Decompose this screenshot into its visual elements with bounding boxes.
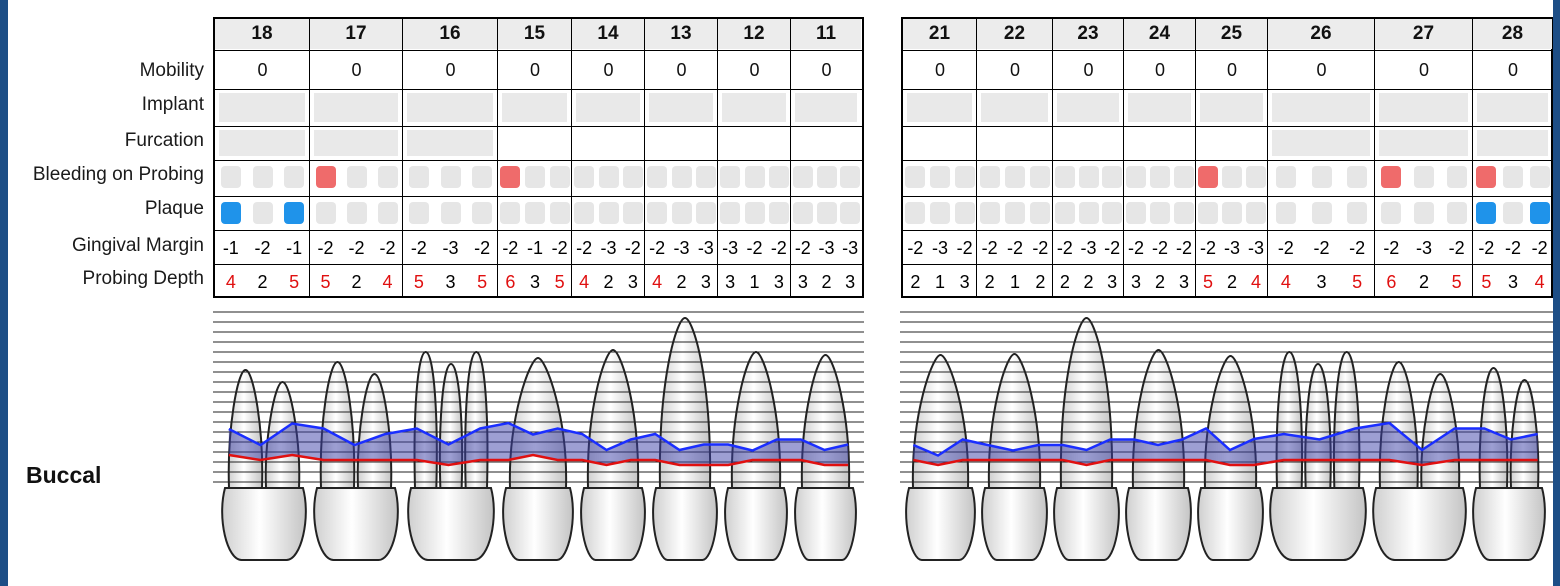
tooth-root bbox=[588, 350, 638, 488]
teeth-diagram bbox=[8, 0, 1553, 586]
tooth-root bbox=[440, 364, 462, 488]
periodontal-chart: Mobility Implant Furcation Bleeding on P… bbox=[8, 0, 1553, 586]
tooth-root bbox=[1133, 350, 1184, 488]
tooth-root bbox=[358, 374, 391, 488]
tooth-crown bbox=[1054, 488, 1119, 560]
tooth-crown bbox=[1473, 488, 1545, 560]
tooth-crown bbox=[795, 488, 856, 560]
tooth-root bbox=[321, 362, 354, 488]
tooth-root bbox=[229, 370, 262, 488]
tooth-root bbox=[1305, 364, 1330, 488]
tooth-crown bbox=[1126, 488, 1191, 560]
tooth-crown bbox=[906, 488, 975, 560]
tooth-crown bbox=[503, 488, 573, 560]
tooth-root bbox=[510, 358, 566, 488]
tooth-crown bbox=[982, 488, 1047, 560]
buccal-label: Buccal bbox=[26, 462, 101, 489]
midline-gap bbox=[864, 305, 900, 585]
tooth-crown bbox=[581, 488, 645, 560]
tooth-crown bbox=[1373, 488, 1466, 560]
tooth-crown bbox=[408, 488, 494, 560]
tooth-root bbox=[989, 354, 1040, 488]
tooth-crown bbox=[1270, 488, 1366, 560]
tooth-crown bbox=[1198, 488, 1263, 560]
tooth-crown bbox=[725, 488, 787, 560]
tooth-crown bbox=[653, 488, 717, 560]
tooth-crown bbox=[222, 488, 306, 560]
tooth-crown bbox=[314, 488, 398, 560]
